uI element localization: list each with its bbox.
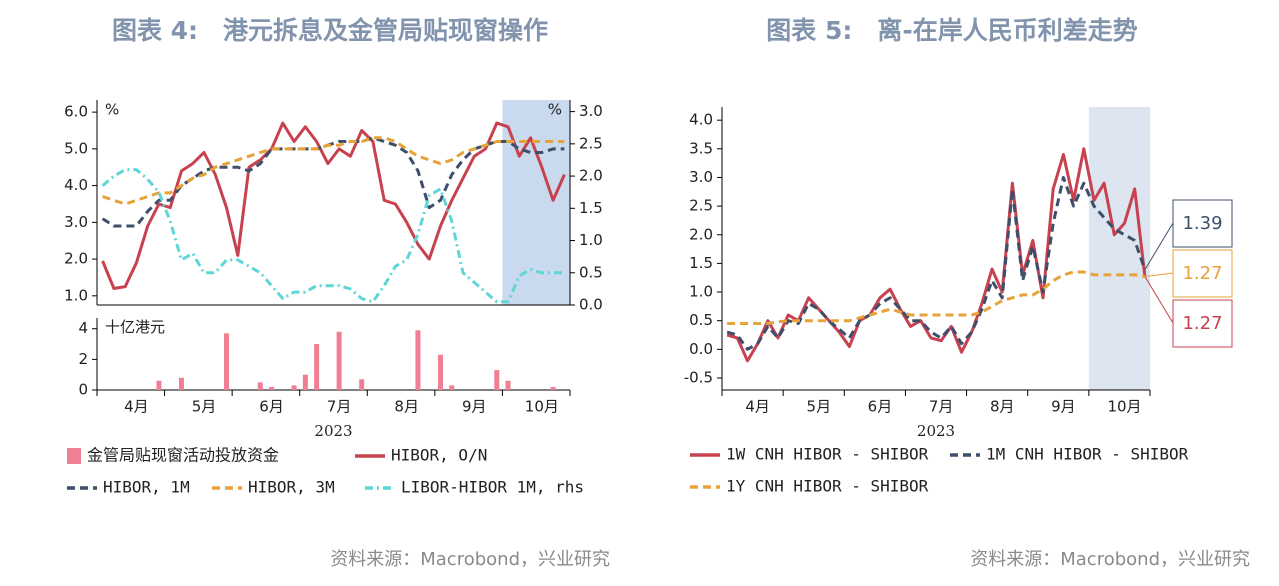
y-tick-label: -0.5 — [684, 368, 713, 386]
bar — [224, 333, 230, 390]
chart-title: 图表 5: 离-在岸人民币利差走势 — [766, 16, 1137, 45]
callout-leader — [1144, 272, 1174, 278]
bar — [314, 344, 320, 390]
x-tick-label: 5月 — [192, 398, 217, 416]
highlight-region — [1088, 107, 1150, 390]
legend-label: 金管局贴现窗活动投放资金 — [87, 446, 279, 465]
callout-box — [1172, 249, 1233, 298]
legend-swatch — [67, 448, 81, 464]
callout-leader — [1144, 222, 1174, 270]
x-tick-label: 4月 — [745, 398, 770, 416]
y-tick-label: 2.0 — [689, 225, 713, 243]
y-tick-label: 3.5 — [689, 139, 713, 157]
bar — [302, 374, 308, 390]
line-series — [101, 136, 565, 228]
y-tick-label: 2.0 — [64, 250, 88, 268]
bar-y-tick-label: 0 — [78, 381, 88, 399]
x-tick-label: 9月 — [462, 398, 487, 416]
y-tick-label: 3.0 — [689, 168, 713, 186]
callout-label: 1.27 — [1182, 313, 1222, 334]
bar-y-tick-label: 4 — [78, 319, 88, 337]
y2-unit: % — [548, 101, 562, 119]
bar — [359, 379, 365, 390]
callout-box — [1172, 299, 1233, 348]
y-tick-label: 6.0 — [64, 103, 88, 121]
line-series — [101, 168, 565, 304]
callout-leader — [1144, 276, 1174, 324]
bar — [494, 370, 500, 390]
y-tick-label: 1.0 — [689, 283, 713, 301]
bar — [336, 331, 342, 390]
bar — [505, 380, 511, 390]
source-note: 资料来源：Macrobond，兴业研究 — [970, 549, 1250, 570]
y2-tick-label: 0.5 — [579, 263, 603, 281]
y-tick-label: 0.5 — [689, 311, 713, 329]
bar — [257, 382, 263, 390]
line-series — [727, 270, 1146, 325]
bar-y-unit: 十亿港元 — [105, 318, 165, 336]
y2-tick-label: 2.0 — [579, 167, 603, 185]
x-axis-label: 2023 — [917, 422, 955, 440]
line-series — [726, 176, 1147, 351]
y2-tick-label: 3.0 — [579, 102, 603, 120]
x-tick-label: 5月 — [807, 398, 832, 416]
bar — [437, 354, 443, 390]
y2-tick-label: 2.5 — [579, 134, 603, 152]
y2-tick-label: 0.0 — [579, 296, 603, 314]
x-tick-label: 7月 — [327, 398, 352, 416]
legend-label: HIBOR, 1M — [103, 478, 190, 497]
callout-box — [1172, 199, 1233, 248]
bar — [449, 385, 455, 390]
x-axis-label: 2023 — [314, 422, 352, 440]
x-tick-label: 10月 — [525, 398, 559, 416]
y-tick-label: 4.0 — [64, 176, 88, 194]
bar — [156, 380, 162, 390]
y-tick-label: 0.0 — [689, 340, 713, 358]
y-tick-label: 4.0 — [689, 111, 713, 129]
y-tick-label: 1.0 — [64, 286, 88, 304]
y-tick-label: 3.0 — [64, 213, 88, 231]
bar-y-tick-label: 2 — [78, 350, 88, 368]
x-tick-label: 4月 — [124, 398, 149, 416]
x-tick-label: 10月 — [1107, 398, 1141, 416]
callout-label: 1.27 — [1182, 263, 1222, 284]
legend-label: 1M CNH HIBOR - SHIBOR — [986, 445, 1189, 464]
line-series — [101, 121, 566, 290]
bar — [291, 385, 297, 390]
y2-tick-label: 1.0 — [579, 231, 603, 249]
x-tick-label: 9月 — [1051, 398, 1076, 416]
x-tick-label: 8月 — [990, 398, 1015, 416]
y-tick-label: 2.5 — [689, 197, 713, 215]
line-series — [726, 147, 1147, 363]
line-series — [102, 136, 565, 206]
bar — [269, 386, 275, 390]
callout-label: 1.39 — [1182, 213, 1222, 234]
y2-tick-label: 1.5 — [579, 199, 603, 217]
x-tick-label: 6月 — [868, 398, 893, 416]
highlight-region — [502, 100, 570, 305]
y-tick-label: 5.0 — [64, 139, 88, 157]
legend-label: HIBOR, O/N — [391, 446, 487, 465]
legend-label: LIBOR-HIBOR 1M, rhs — [401, 478, 584, 497]
bar — [415, 330, 421, 390]
legend-label: HIBOR, 3M — [248, 478, 335, 497]
x-tick-label: 6月 — [259, 398, 284, 416]
bar — [550, 386, 556, 390]
y-tick-label: 1.5 — [689, 254, 713, 272]
chart-title: 图表 4: 港元拆息及金管局贴现窗操作 — [112, 16, 548, 45]
legend-label: 1W CNH HIBOR - SHIBOR — [726, 445, 929, 464]
legend-label: 1Y CNH HIBOR - SHIBOR — [726, 477, 929, 496]
x-tick-label: 7月 — [929, 398, 954, 416]
y-unit: % — [105, 101, 119, 119]
bar — [178, 377, 184, 390]
source-note: 资料来源：Macrobond，兴业研究 — [330, 549, 610, 570]
x-tick-label: 8月 — [394, 398, 419, 416]
